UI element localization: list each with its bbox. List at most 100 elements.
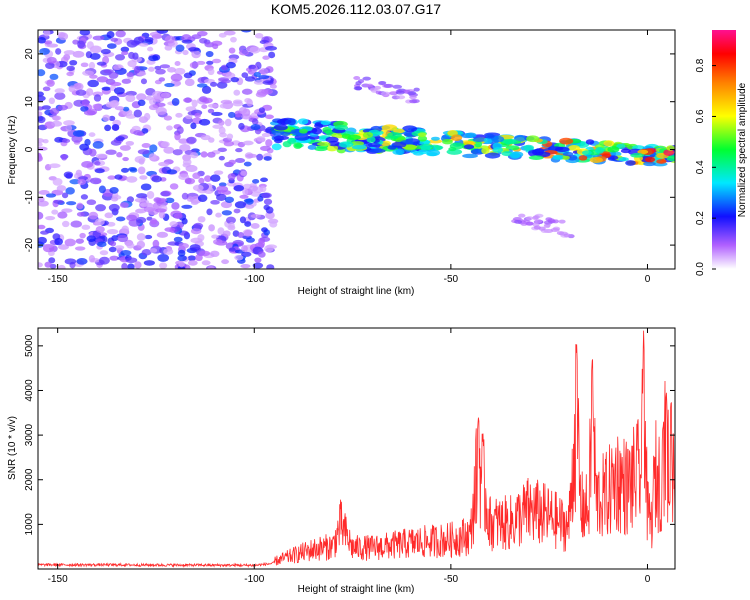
heatmap-cell	[190, 122, 197, 130]
heatmap-cell	[43, 30, 51, 37]
heatmap-cell	[384, 135, 399, 140]
heatmap-cell	[558, 219, 566, 224]
heatmap-cell	[216, 81, 228, 89]
heatmap-cell	[175, 44, 185, 52]
heatmap-cell	[126, 242, 135, 249]
heatmap-cell	[125, 90, 137, 97]
heatmap-cell	[223, 30, 236, 36]
heatmap-cell	[217, 147, 227, 153]
heatmap-cell	[114, 106, 125, 111]
heatmap-cell	[213, 170, 224, 175]
heatmap-cell	[80, 105, 89, 112]
heatmap-cell	[297, 118, 309, 125]
heatmap-cell	[259, 68, 269, 76]
spectrogram-x-axis-label: Height of straight line (km)	[298, 286, 415, 297]
colorbar-tick-label: 0.0	[695, 262, 706, 276]
heatmap-cell	[169, 183, 179, 190]
heatmap-cell	[409, 95, 417, 100]
heatmap-cell	[149, 144, 158, 153]
heatmap-cell	[120, 250, 132, 256]
heatmap-cell	[543, 220, 553, 225]
heatmap-cell	[174, 60, 181, 67]
heatmap-cell	[233, 208, 241, 214]
colorbar-tick-label: 0.4	[695, 160, 706, 174]
heatmap-cell	[249, 46, 261, 54]
heatmap-cell	[49, 73, 59, 80]
heatmap-cell	[110, 100, 120, 107]
heatmap-cell	[568, 145, 581, 151]
heatmap-cell	[87, 79, 99, 88]
heatmap-cell	[603, 140, 615, 147]
heatmap-cell	[269, 84, 277, 89]
heatmap-cell	[262, 55, 270, 60]
heatmap-cell	[395, 90, 405, 95]
heatmap-cell	[65, 124, 73, 132]
heatmap-cell	[109, 186, 119, 194]
heatmap-cell	[88, 211, 99, 220]
snr-line	[38, 330, 675, 568]
heatmap-cell	[119, 145, 131, 151]
heatmap-cell	[210, 199, 220, 205]
heatmap-cell	[108, 203, 120, 212]
heatmap-cell	[238, 49, 249, 56]
heatmap-cell	[392, 84, 403, 89]
heatmap-cell	[38, 262, 43, 268]
heatmap-cell	[109, 255, 119, 261]
heatmap-cell	[173, 81, 182, 86]
heatmap-cell	[182, 50, 189, 56]
heatmap-cell	[261, 132, 271, 138]
heatmap-cell	[212, 238, 223, 245]
heatmap-cell	[259, 145, 272, 152]
heatmap-cell	[287, 118, 296, 126]
heatmap-cell	[38, 196, 45, 203]
heatmap-cell	[64, 258, 77, 265]
heatmap-cell	[119, 202, 129, 208]
heatmap-cell	[232, 101, 244, 107]
heatmap-cell	[391, 141, 407, 148]
heatmap-cell	[72, 39, 79, 45]
heatmap-cell	[73, 83, 82, 89]
heatmap-cell	[72, 130, 85, 137]
heatmap-cell	[147, 46, 154, 52]
heatmap-cell	[534, 219, 543, 224]
heatmap-cell	[237, 232, 245, 238]
heatmap-cell	[594, 146, 605, 154]
heatmap-cell	[409, 99, 418, 104]
heatmap-cell	[106, 43, 117, 49]
heatmap-cell	[196, 83, 208, 88]
heatmap-cell	[94, 161, 101, 166]
snr-y-ticks: 1000 2000 3000 4000 5000	[24, 334, 675, 535]
heatmap-cell	[218, 182, 227, 187]
heatmap-cell	[75, 238, 85, 244]
heatmap-cell	[228, 47, 236, 54]
heatmap-cell	[252, 262, 264, 269]
heatmap-cell	[355, 81, 362, 86]
heatmap-cell	[82, 70, 94, 76]
heatmap-cell	[206, 208, 213, 216]
heatmap-cell	[54, 92, 66, 100]
heatmap-cell	[113, 87, 125, 95]
heatmap-cell	[207, 68, 215, 76]
heatmap-cell	[505, 145, 520, 151]
heatmap-cell	[143, 260, 155, 266]
heatmap-cell	[38, 142, 43, 147]
heatmap-cell	[211, 111, 223, 117]
heatmap-cell	[191, 99, 198, 108]
heatmap-cell	[523, 144, 535, 151]
heatmap-cell	[66, 71, 74, 77]
heatmap-cell	[109, 81, 122, 87]
heatmap-cell	[212, 58, 222, 64]
heatmap-cell	[383, 83, 394, 88]
y-tick-label: 3000	[24, 424, 35, 447]
heatmap-cell	[135, 208, 144, 214]
heatmap-cell	[70, 220, 82, 228]
heatmap-cell	[45, 216, 56, 221]
heatmap-cell	[61, 208, 73, 213]
heatmap-cell	[233, 184, 245, 192]
heatmap-cell	[219, 103, 229, 109]
heatmap-cell	[198, 118, 211, 126]
heatmap-cell	[314, 123, 324, 129]
heatmap-cell	[48, 163, 61, 169]
heatmap-cell	[86, 88, 94, 96]
heatmap-cell	[81, 224, 91, 230]
